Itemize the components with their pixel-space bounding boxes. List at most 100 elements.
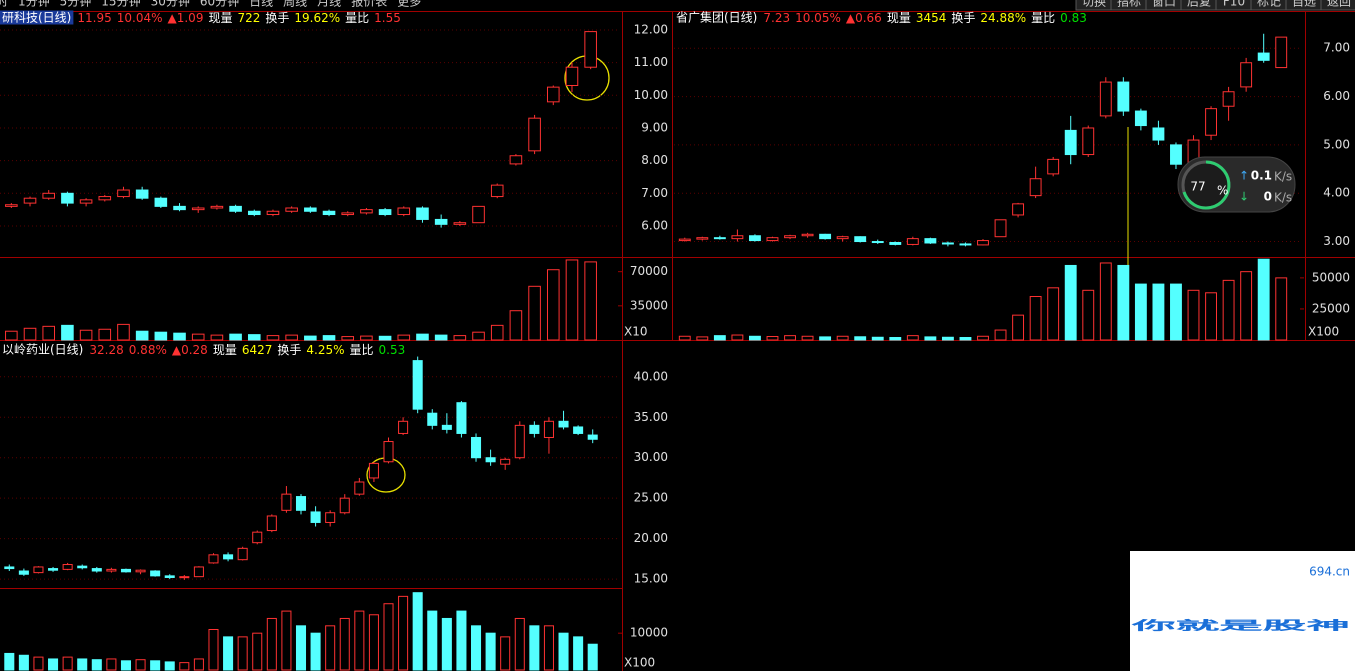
candle-body [135, 569, 146, 573]
candle-body [485, 457, 496, 463]
volume-bar [678, 335, 691, 341]
toolbar-button-label[interactable]: 指标 [1117, 0, 1141, 9]
toolbar-tab[interactable]: 月线 [317, 0, 341, 9]
speed-widget: 77 % ↑ 0.1 K/s ↓ 0 K/s [1177, 156, 1296, 213]
candle-body [546, 86, 560, 103]
volume-bar [1205, 292, 1217, 341]
volume-bar [150, 660, 161, 671]
volume-bar [731, 334, 744, 341]
y-tick-label: 25.00 [634, 491, 668, 505]
candle-body [456, 402, 467, 434]
toolbar-tab[interactable]: 15分钟 [101, 0, 140, 9]
candle-body [1222, 91, 1235, 107]
candle-body [584, 31, 597, 68]
toolbar-button-label[interactable]: F10 [1223, 0, 1245, 9]
candle-body [528, 117, 541, 152]
y-tick-label: 4.00 [1323, 186, 1350, 200]
stat: 换手 [951, 11, 975, 25]
candle-body [819, 233, 832, 240]
volume-bar [252, 632, 263, 671]
candle-body [135, 189, 149, 199]
volume-bar [398, 595, 409, 671]
watermark-bg [1130, 551, 1355, 671]
candle-body [120, 568, 131, 573]
candle-body [150, 570, 161, 577]
volume-bar [1099, 262, 1112, 341]
frame [0, 11, 1355, 671]
toolbar-tab[interactable]: 报价表 [351, 0, 387, 9]
stat: 现量 [887, 11, 911, 25]
widget-up: 0.1 [1251, 169, 1272, 183]
toolbar-tab[interactable]: 日线 [249, 0, 273, 9]
candle-body [179, 576, 190, 579]
toolbar-tab[interactable]: 更多 [397, 0, 421, 9]
candle-body [906, 238, 919, 245]
volume-bar [237, 636, 248, 671]
volume-bar [573, 636, 584, 671]
volume-bar [871, 336, 884, 341]
toolbar-button-label[interactable]: 自选 [1292, 0, 1316, 9]
volume-bar [325, 625, 336, 671]
candle-body [237, 547, 248, 561]
candle-body [252, 531, 263, 544]
volume-bar [565, 259, 579, 341]
toolbar-tab[interactable]: 1分钟 [18, 0, 50, 9]
volume-bar [472, 331, 485, 341]
toolbar-button[interactable] [1320, 0, 1355, 11]
toolbar-tab[interactable]: 周线 [283, 0, 307, 9]
candle-body [453, 222, 467, 225]
toolbar-button-label[interactable]: 返回 [1327, 0, 1351, 9]
volume-bar [48, 658, 59, 671]
volume-bar [889, 337, 902, 341]
toolbar-button-label[interactable]: 切换 [1082, 0, 1106, 9]
candle-body [678, 238, 691, 242]
volume-unit: X100 [624, 656, 655, 670]
toolbar-button-label[interactable]: 后复 [1187, 0, 1211, 9]
watermark-slogan: 你就是股神 [1128, 618, 1350, 633]
candle-body [397, 207, 411, 216]
toolbar-tab[interactable]: 30分钟 [151, 0, 190, 9]
candle-body [490, 184, 504, 198]
candle-body [360, 209, 373, 214]
candle-body [285, 207, 298, 212]
volume-bar [322, 335, 336, 341]
candle-body [472, 205, 485, 224]
volume-bar [1064, 264, 1077, 341]
candle-body [558, 420, 569, 428]
candle-body [1240, 62, 1253, 88]
volume-bar [490, 324, 504, 341]
volume-tick-label: 10000 [630, 626, 668, 640]
volume-bar [1082, 289, 1095, 341]
stat: 量比 [350, 343, 374, 357]
candle-body [304, 207, 317, 212]
candle-body [1029, 178, 1042, 197]
volume-bar [208, 629, 219, 671]
stat: 换手 [265, 11, 289, 25]
toolbar-button-label[interactable]: 窗口 [1152, 0, 1176, 9]
toolbar-tab[interactable]: 时 [0, 0, 8, 9]
watermark-domain: 694.cn [1309, 565, 1350, 579]
volume-bar [285, 334, 298, 341]
chart-stats: 7.23 10.05% ▲0.66 现量 3454 换手 24.88% 量比 0.83 [763, 11, 1087, 25]
candle-body [731, 235, 744, 240]
toolbar-tab[interactable]: 5分钟 [60, 0, 92, 9]
volume-bar [1275, 277, 1288, 341]
stat: 19.62% [294, 11, 340, 25]
stat: 量比 [345, 11, 369, 25]
toolbar-tab[interactable]: 60分钟 [200, 0, 239, 9]
toolbar-button-label[interactable]: 标记 [1257, 0, 1281, 9]
y-tick-label: 30.00 [634, 450, 668, 464]
volume-bar [5, 330, 18, 341]
volume-bar [304, 335, 317, 341]
volume-bar [1187, 289, 1200, 341]
volume-bar [339, 617, 350, 671]
y-tick-label: 3.00 [1323, 234, 1350, 248]
volume-bar [210, 334, 224, 341]
candle-body [266, 210, 280, 216]
volume-bar [543, 625, 554, 671]
volume-bar [1257, 258, 1270, 341]
stat: 722 [237, 11, 260, 25]
volume-tick-label: 35000 [630, 298, 668, 312]
volume-tick-label: 50000 [1312, 270, 1350, 284]
volume-bar [941, 336, 954, 341]
